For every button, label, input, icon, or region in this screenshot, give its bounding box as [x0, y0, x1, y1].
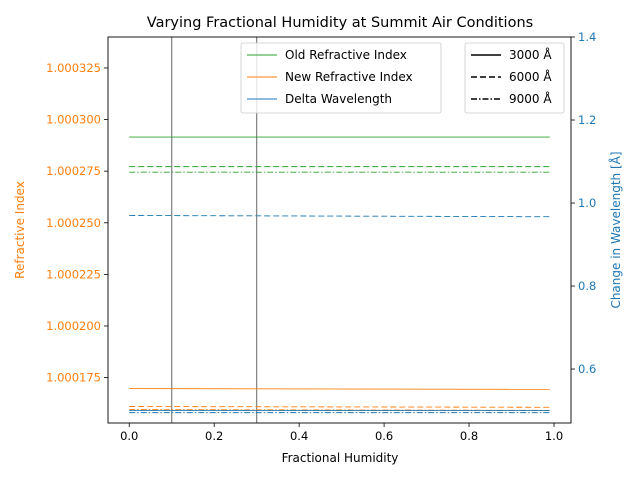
- left-y-tick-label: 1.000225: [46, 267, 101, 281]
- left-y-tick-label: 1.000250: [46, 216, 101, 230]
- left-y-tick-label: 1.000200: [46, 319, 101, 333]
- legend-series: Old Refractive Index New Refractive Inde…: [240, 42, 442, 114]
- series-line-3: [129, 388, 550, 390]
- right-y-tick-label: 1.2: [578, 113, 596, 127]
- x-axis-label: Fractional Humidity: [282, 451, 399, 465]
- x-tick-label: 1.0: [545, 429, 563, 443]
- x-tick-label: 0.6: [375, 429, 393, 443]
- x-tick-label: 0.2: [205, 429, 223, 443]
- right-y-axis-label: Change in Wavelength [Å]: [608, 151, 623, 308]
- right-y-tick-label: 1.4: [578, 30, 596, 44]
- legend-styles: 3000 Å 6000 Å 9000 Å: [464, 42, 565, 114]
- right-y-tick-label: 1.0: [578, 196, 596, 210]
- left-y-axis: 1.000175 1.000200 1.000225 1.000250 1.000275…: [46, 61, 108, 385]
- legend-label-6000: 6000 Å: [509, 69, 552, 84]
- right-y-tick-label: 0.6: [578, 362, 596, 376]
- right-y-tick-label: 0.8: [578, 279, 596, 293]
- chart-title: Varying Fractional Humidity at Summit Ai…: [147, 15, 533, 31]
- right-y-axis: 0.6 0.8 1.0 1.2 1.4: [571, 30, 596, 376]
- legend-label-new: New Refractive Index: [285, 70, 413, 84]
- left-y-axis-label: Refractive Index: [13, 181, 27, 279]
- legend-styles-box: [464, 42, 565, 114]
- x-axis: 0.0 0.2 0.4 0.6 0.8 1.0: [120, 423, 563, 443]
- legend-label-3000: 3000 Å: [509, 47, 552, 62]
- x-tick-label: 0.4: [290, 429, 308, 443]
- left-y-tick-label: 1.000275: [46, 164, 101, 178]
- legend-label-delta: Delta Wavelength: [285, 92, 392, 106]
- left-y-tick-label: 1.000300: [46, 113, 101, 127]
- series-line-4: [129, 406, 550, 408]
- series-line-7: [129, 215, 550, 218]
- legend-label-old: Old Refractive Index: [285, 48, 407, 62]
- legend-label-9000: 9000 Å: [509, 91, 552, 106]
- left-y-tick-label: 1.000325: [46, 61, 101, 75]
- legend-series-box: [240, 42, 442, 114]
- x-tick-label: 0.8: [460, 429, 478, 443]
- plot-frame: [107, 36, 572, 424]
- x-tick-label: 0.0: [120, 429, 138, 443]
- left-y-tick-label: 1.000175: [46, 371, 101, 385]
